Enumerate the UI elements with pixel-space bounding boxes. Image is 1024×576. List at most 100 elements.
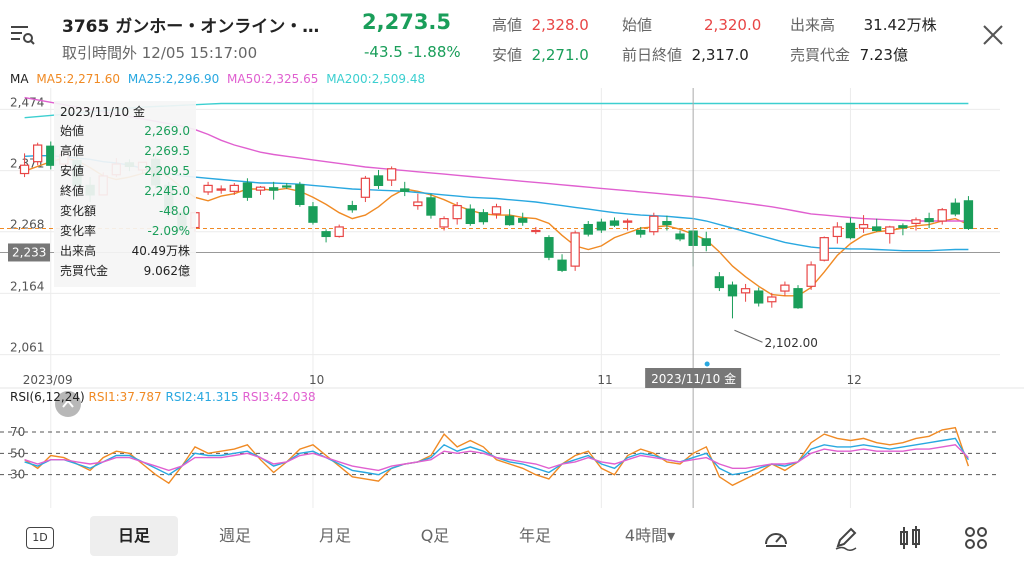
candle	[504, 209, 515, 226]
candle	[845, 217, 856, 240]
candle-body	[544, 237, 554, 258]
candle-body	[282, 185, 292, 188]
candle	[885, 225, 895, 244]
candle-tooltip: 2023/11/10 金 始値 2,269.0 高値 2,269.5 安値 2,209…	[54, 101, 196, 287]
collapse-button	[55, 391, 81, 417]
grid-icon[interactable]	[962, 524, 990, 552]
candle-body	[662, 221, 672, 226]
candle-body	[950, 202, 960, 215]
candle-body	[19, 164, 30, 175]
candle-body	[845, 222, 856, 239]
crosshair-marker	[704, 361, 710, 367]
time-tick-label: 11	[597, 373, 612, 387]
rsi1-legend: RSI1:37.787	[88, 390, 162, 404]
rsi2-legend: RSI2:41.315	[165, 390, 239, 404]
candle-body	[465, 208, 475, 224]
candle	[950, 198, 960, 217]
tooltip-row: 始値 2,269.0	[60, 124, 190, 138]
candle	[675, 230, 685, 242]
candle-body	[832, 226, 843, 238]
candle-body	[308, 206, 318, 223]
candle-body	[924, 218, 934, 223]
tooltip-row: 終値 2,245.0	[60, 184, 190, 198]
candle	[596, 218, 607, 233]
candle-body	[557, 259, 567, 271]
collapse-arrow-icon	[62, 399, 74, 408]
menu-search-icon[interactable]	[8, 20, 36, 48]
tab-weekly[interactable]: 週足	[218, 526, 251, 545]
candle	[609, 217, 620, 227]
candle-body	[400, 188, 410, 192]
pen-icon[interactable]	[832, 524, 860, 552]
candle-body	[321, 231, 331, 238]
candle-body	[819, 237, 829, 261]
candle	[426, 193, 436, 219]
ma-legend: MA MA5:2,271.60 MA25:2,296.90 MA50:2,325…	[10, 72, 429, 86]
candle	[767, 292, 777, 308]
candle-body	[609, 220, 620, 226]
candle	[360, 175, 371, 203]
price-tick-label: 2,164	[10, 279, 44, 293]
candle	[583, 221, 593, 237]
candle-body	[452, 204, 462, 220]
price-tick-label: 2,268	[10, 218, 44, 232]
candle	[282, 183, 292, 189]
candle	[544, 235, 554, 261]
candle	[649, 212, 659, 236]
candle-body	[491, 206, 502, 215]
candle	[452, 202, 462, 225]
candle	[268, 181, 279, 200]
rsi3-legend: RSI3:42.038	[242, 390, 316, 404]
time-tick-label: 10	[309, 373, 324, 387]
tooltip-row: 出来高 40.49万株	[60, 244, 190, 258]
stat-high: 高値 2,328.0	[492, 16, 589, 34]
tab-yearly[interactable]: 年足	[518, 526, 551, 545]
candle	[295, 181, 305, 207]
tooltip-row: 変化額 -48.0	[60, 204, 190, 218]
candle-body	[767, 296, 777, 303]
time-tick-label: 2023/09	[23, 373, 73, 387]
candle	[622, 218, 633, 231]
candle-body	[806, 264, 816, 287]
candle-body	[518, 218, 528, 223]
tab-daily[interactable]: 日足	[90, 516, 178, 556]
rsi-tick-label: 50	[10, 446, 25, 460]
candle	[806, 261, 816, 290]
candle-body	[675, 233, 685, 240]
tab-4hour[interactable]: 4時間▾	[624, 526, 676, 545]
min-annotation-label: 2,102.00	[764, 336, 817, 350]
candle-body	[347, 204, 357, 211]
candle-body	[334, 226, 344, 238]
candle	[531, 226, 541, 235]
candle-body	[622, 220, 633, 223]
ma5-legend: MA5:2,271.60	[36, 72, 121, 86]
candle-body	[426, 197, 436, 216]
stock-title: 3765 ガンホー・オンライン・…	[62, 17, 320, 37]
tab-quarterly[interactable]: Q足	[420, 526, 450, 545]
candle	[347, 200, 357, 213]
tab-1d[interactable]: 1D	[20, 516, 60, 556]
header: 3765 ガンホー・オンライン・… 取引時間外 12/05 15:17:00 2…	[0, 0, 1024, 72]
candle-body	[413, 201, 423, 207]
close-icon[interactable]	[980, 22, 1006, 48]
tab-monthly[interactable]: 月足	[318, 526, 351, 545]
candle-body	[242, 182, 253, 198]
stat-prev-close: 前日終値 2,317.0	[622, 46, 749, 64]
candle-body	[439, 218, 449, 228]
candle-body	[373, 175, 384, 187]
candle-body	[858, 223, 869, 229]
candle	[714, 272, 725, 292]
candle	[727, 281, 738, 319]
tooltip-row: 変化率 -2.09%	[60, 224, 190, 238]
candle-body	[216, 188, 226, 191]
candle-body	[649, 215, 659, 233]
candle-body	[386, 168, 397, 181]
candle-body	[531, 229, 541, 233]
speedometer-icon[interactable]	[762, 524, 790, 552]
ma50-legend: MA50:2,325.65	[227, 72, 319, 86]
price-tick-label: 2,061	[10, 341, 44, 355]
candlestick-icon[interactable]	[896, 524, 924, 552]
candle	[334, 224, 344, 238]
candle-body	[504, 215, 515, 226]
crosshair-price-label: 2,233	[12, 245, 46, 259]
